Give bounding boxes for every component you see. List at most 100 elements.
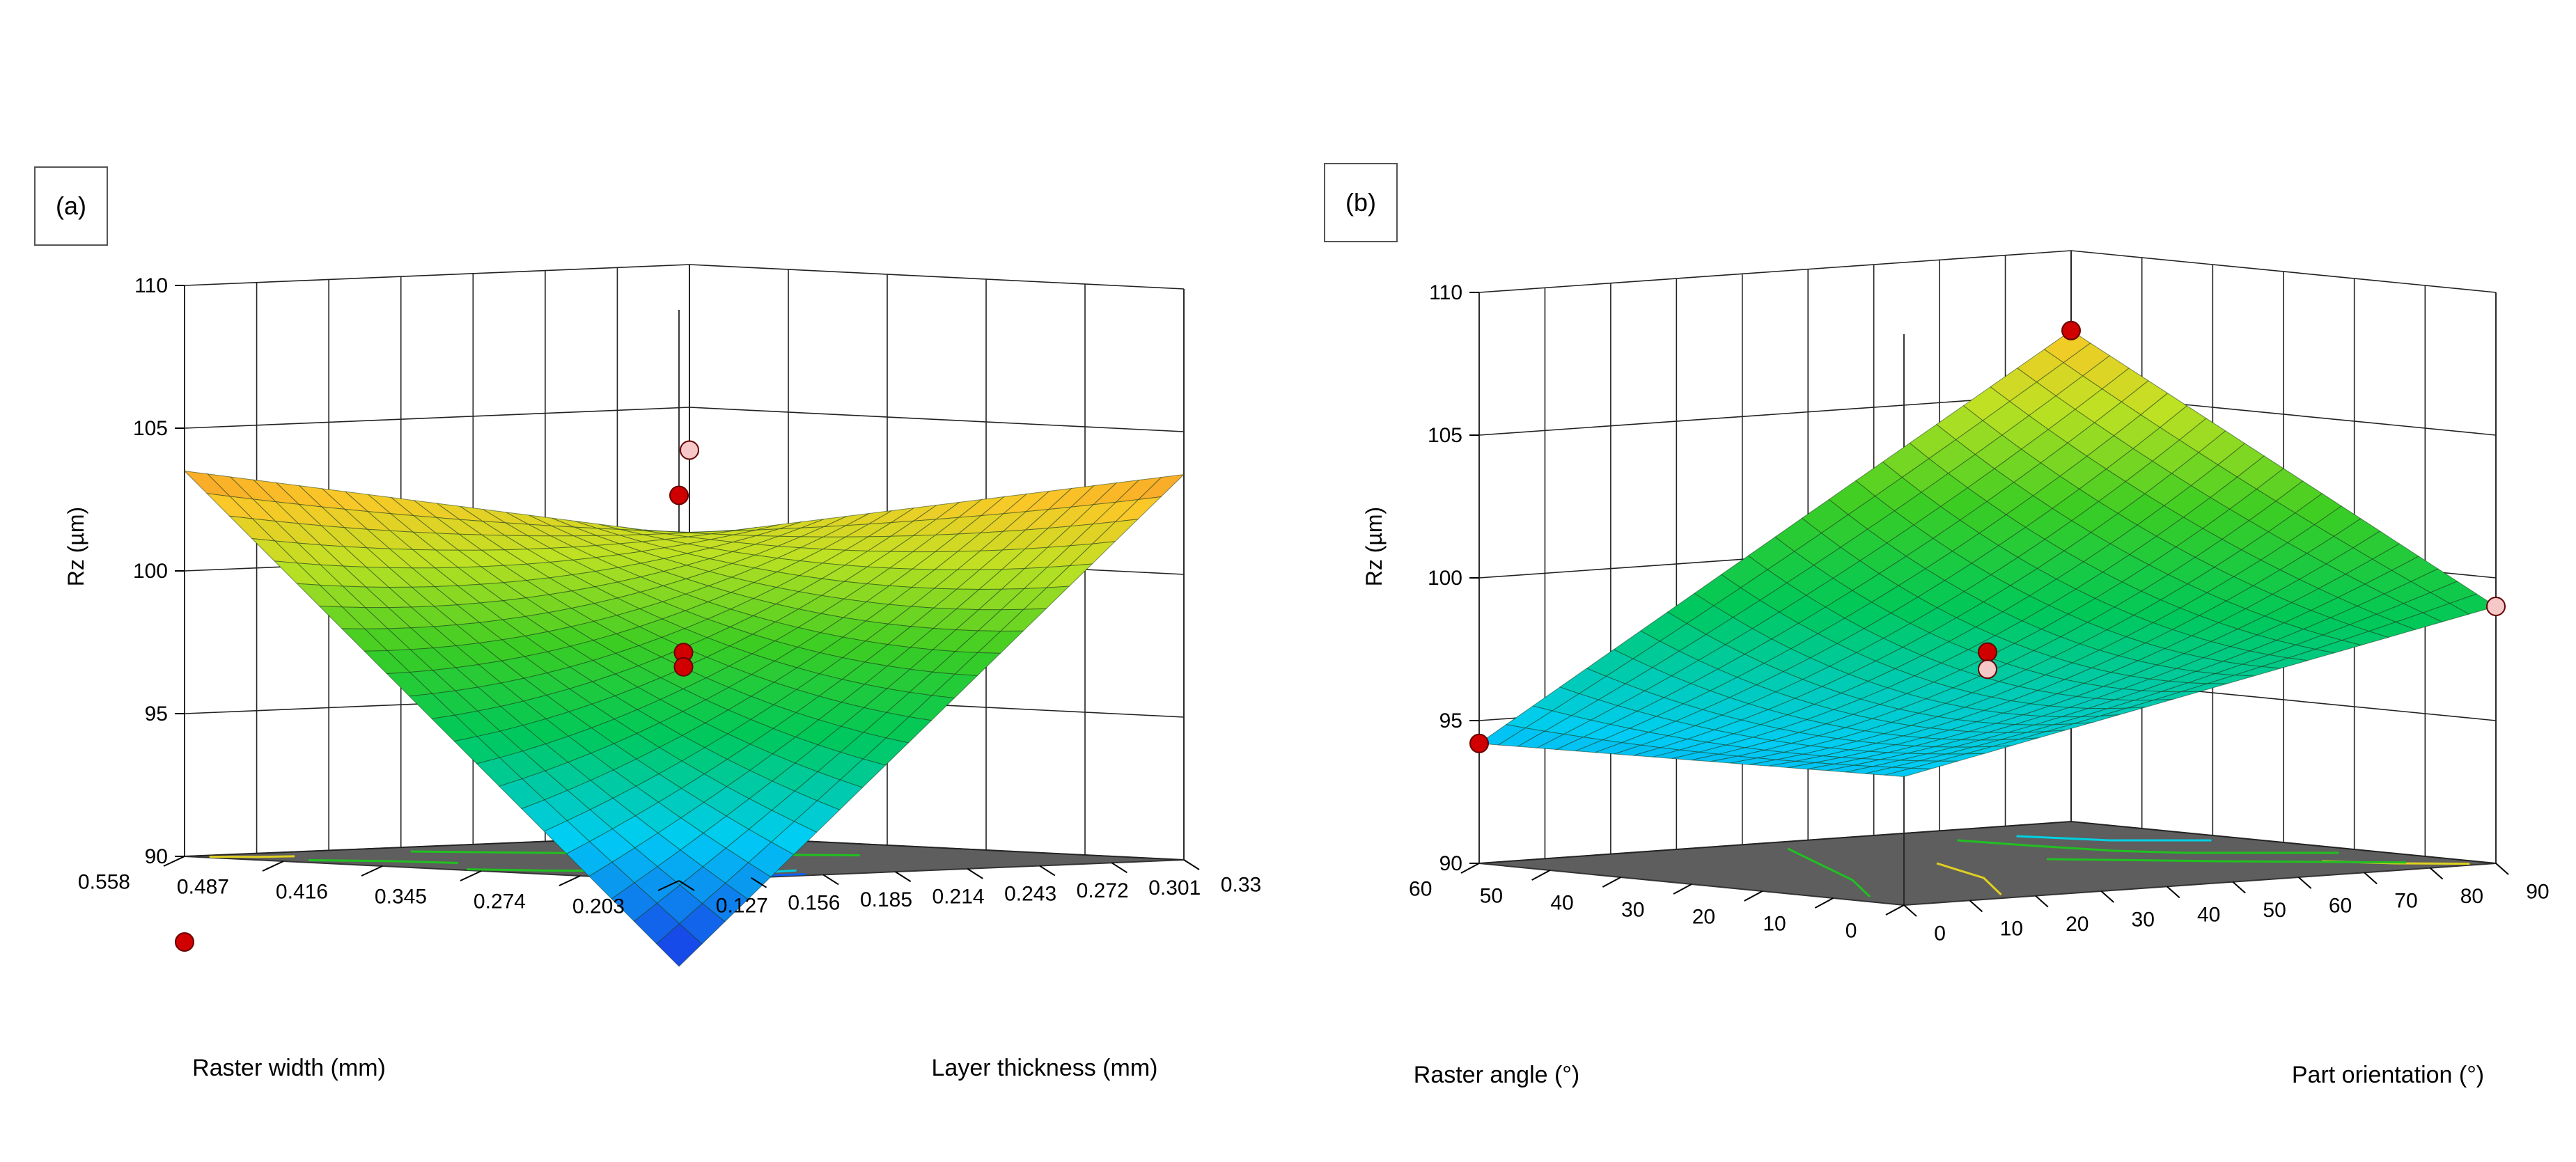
- design-point-5: [673, 657, 694, 677]
- y-tick-label: 0.185: [860, 888, 912, 911]
- y-tick: [1111, 862, 1127, 874]
- z-tick-label: 90: [145, 845, 168, 868]
- x-tick: [1814, 897, 1834, 909]
- x-tick-label: 0.558: [78, 870, 130, 893]
- y-tick: [2035, 895, 2049, 908]
- panel-label: (b): [1345, 188, 1376, 217]
- z-tick-label: 110: [134, 274, 168, 297]
- y-tick: [1039, 865, 1056, 877]
- y-tick-label: 0.156: [788, 891, 840, 914]
- y-tick-label: 90: [2526, 880, 2549, 903]
- y-tick-label: 80: [2460, 885, 2483, 908]
- surface-patch: [1884, 767, 1931, 778]
- x-tick-label: 50: [1480, 884, 1503, 907]
- floor-contour: [1787, 847, 1871, 898]
- x-tick: [1602, 877, 1621, 888]
- y-tick-label: 0: [1934, 922, 1946, 945]
- z-tick-label: 95: [145, 702, 168, 725]
- x-tick-label: 0.416: [276, 880, 328, 903]
- y-tick-label: 0.214: [932, 886, 985, 909]
- y-tick-label: 60: [2329, 894, 2352, 917]
- z-tick-label: 105: [133, 417, 168, 440]
- panel-label: (a): [56, 191, 86, 220]
- floor-contour: [2016, 835, 2212, 842]
- z-axis-label: Rz (µm): [1361, 507, 1387, 586]
- y-tick: [2429, 867, 2444, 880]
- y-tick-label: 20: [2066, 913, 2089, 936]
- panel-label-box: [1324, 163, 1398, 242]
- chart-a: 90 95 100 105 110 Rz (µm) 0.558 0.487 0.416 0.345…: [34, 166, 1261, 1081]
- design-point-2: [1469, 733, 1489, 753]
- z-axis-label: Rz (µm): [63, 507, 88, 586]
- y-tick: [822, 874, 839, 886]
- x-tick: [1673, 884, 1692, 895]
- y-tick: [2167, 886, 2180, 899]
- y-tick: [967, 868, 983, 879]
- y-tick-label: 0.301: [1148, 877, 1201, 900]
- y-tick: [751, 877, 767, 888]
- x-tick: [163, 856, 185, 867]
- x-axis-label: Raster angle (°): [1414, 1062, 1579, 1088]
- z-tick-label: 100: [133, 560, 168, 583]
- floor-contour: [309, 859, 458, 864]
- panel-label-box: [34, 166, 108, 246]
- floor-contour: [209, 855, 295, 858]
- floor-contour: [1957, 839, 2339, 854]
- x-tick: [559, 875, 581, 886]
- x-tick-label: 20: [1692, 905, 1715, 928]
- x-tick: [1885, 904, 1905, 916]
- x-tick: [262, 861, 284, 872]
- y-tick-label: 0.127: [716, 895, 768, 918]
- z-tick-label: 105: [1428, 424, 1462, 447]
- y-tick-label: 40: [2197, 904, 2220, 927]
- x-tick-label: 60: [1409, 877, 1432, 900]
- x-tick: [460, 870, 482, 881]
- y-tick-label: 0.243: [1004, 882, 1056, 905]
- design-point-4: [1978, 642, 1997, 662]
- design-point-2: [680, 440, 699, 460]
- x-tick-label: 0.274: [474, 890, 526, 913]
- y-tick-label: 10: [2000, 918, 2023, 941]
- x-tick-label: 40: [1550, 891, 1573, 914]
- z-tick-label: 100: [1428, 567, 1462, 590]
- y-tick: [1969, 900, 1983, 913]
- y-tick: [2495, 863, 2509, 875]
- z-tick-label: 95: [1439, 709, 1462, 732]
- y-tick-label: 0.33: [1221, 874, 1261, 897]
- y-tick: [2298, 877, 2312, 889]
- floor-contour: [2046, 858, 2407, 864]
- design-point-3: [2486, 597, 2506, 616]
- x-tick: [1531, 870, 1551, 881]
- x-tick-label: 30: [1621, 898, 1644, 921]
- z-tick-label: 90: [1439, 852, 1462, 875]
- y-tick-label: 70: [2394, 890, 2417, 913]
- surface-patch: [655, 923, 703, 967]
- y-tick: [1183, 859, 1200, 870]
- y-tick: [1903, 904, 1917, 917]
- y-tick: [2232, 881, 2246, 894]
- design-point-1: [2061, 320, 2081, 340]
- x-tick: [361, 865, 383, 877]
- y-tick-label: 50: [2263, 899, 2286, 922]
- y-tick-label: 30: [2132, 908, 2155, 931]
- y-axis-label: Part orientation (°): [2292, 1062, 2484, 1088]
- z-tick-label: 110: [1429, 281, 1462, 304]
- y-tick: [2100, 890, 2114, 903]
- floor-contour: [1936, 862, 2002, 896]
- y-tick: [678, 880, 695, 891]
- x-tick: [657, 880, 680, 891]
- x-tick-label: 0: [1845, 919, 1857, 942]
- y-axis-label: Layer thickness (mm): [932, 1055, 1158, 1081]
- design-point-1: [669, 485, 689, 505]
- x-tick: [1460, 863, 1480, 874]
- x-tick-label: 0.203: [572, 895, 625, 918]
- x-axis-label: Raster width (mm): [192, 1055, 386, 1081]
- y-tick-label: 0.272: [1077, 879, 1129, 902]
- x-tick-label: 0.487: [177, 875, 229, 898]
- x-tick: [1744, 890, 1763, 902]
- y-tick: [2364, 872, 2378, 885]
- x-tick-label: 0.345: [375, 885, 427, 908]
- x-tick-label: 10: [1763, 912, 1786, 935]
